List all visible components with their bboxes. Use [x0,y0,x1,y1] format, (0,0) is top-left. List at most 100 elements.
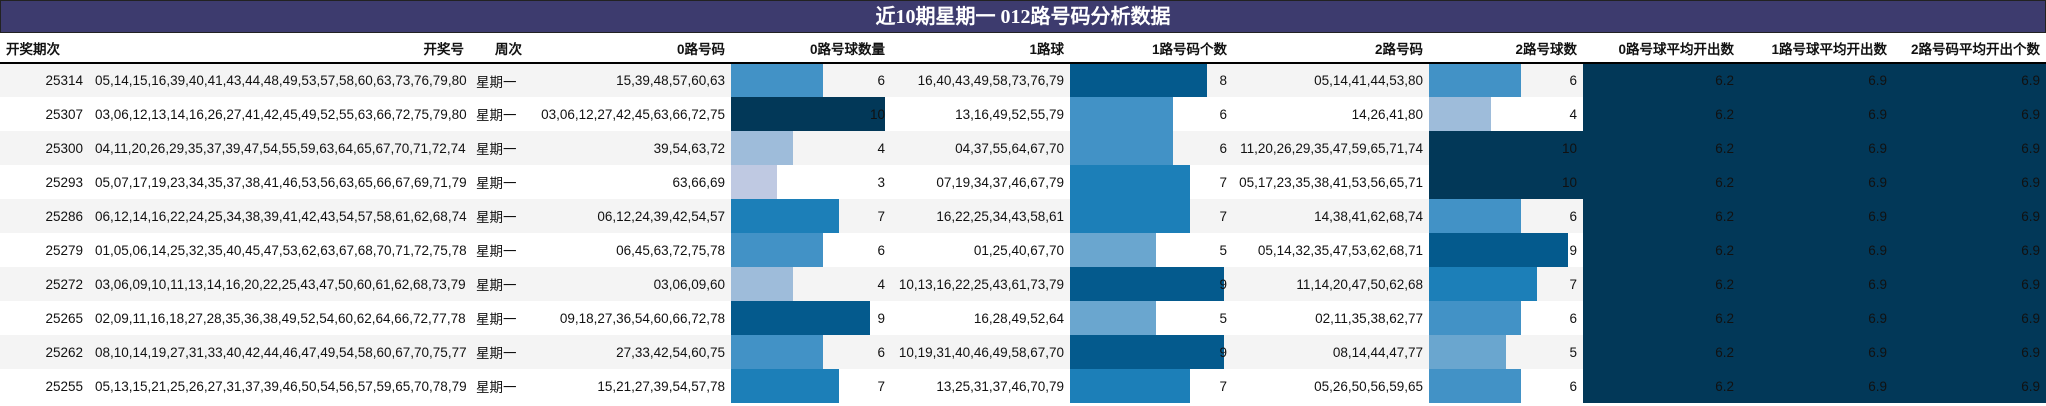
cell-route0: 03,06,12,27,42,45,63,66,72,75 [528,97,731,131]
table-row: 25265 02,09,11,16,18,27,28,35,36,38,49,52… [0,301,2046,335]
cell-numbers: 05,07,17,19,23,34,35,37,38,41,46,53,56,6… [89,165,470,199]
count-value: 6 [1219,106,1227,122]
cell-avg0: 6.2 [1583,131,1740,165]
cell-avg2: 6.9 [1893,233,2046,267]
count-value: 4 [1569,106,1577,122]
column-header-issue[interactable]: 开奖期次 [0,33,89,64]
count-value: 10 [1561,140,1577,156]
cell-avg2: 6.9 [1893,165,2046,199]
table-title: 近10期星期一 012路号码分析数据 [0,0,2046,33]
column-header-route0[interactable]: 0路号码 [528,33,731,64]
cell-route0-count: 4 [731,131,891,165]
cell-route1-count: 9 [1070,267,1233,301]
cell-weekday: 星期一 [470,63,528,97]
column-header-route2-count[interactable]: 2路号球数 [1429,33,1583,64]
count-bar [1429,165,1583,199]
count-bar [1070,64,1207,97]
cell-avg0: 6.2 [1583,165,1740,199]
cell-issue: 25262 [0,335,89,369]
cell-weekday: 星期一 [470,199,528,233]
cell-avg0: 6.2 [1583,267,1740,301]
cell-avg1: 6.9 [1740,335,1893,369]
cell-issue: 25272 [0,267,89,301]
column-header-numbers[interactable]: 开奖号 [89,33,470,64]
count-value: 3 [877,174,885,190]
cell-numbers: 03,06,12,13,14,16,26,27,41,42,45,49,52,5… [89,97,470,131]
cell-issue: 25279 [0,233,89,267]
cell-route0: 27,33,42,54,60,75 [528,335,731,369]
count-value: 6 [877,73,885,88]
cell-route1: 13,25,31,37,46,70,79 [891,369,1070,403]
cell-route0-count: 6 [731,335,891,369]
cell-route2: 05,26,50,56,59,65 [1233,369,1429,403]
count-bar [1429,97,1491,131]
cell-route2-count: 6 [1429,63,1583,97]
cell-route0-count: 7 [731,199,891,233]
count-bar [1070,233,1156,267]
count-bar [1070,335,1224,369]
cell-avg1: 6.9 [1740,301,1893,335]
count-bar [731,64,824,97]
cell-weekday: 星期一 [470,267,528,301]
count-value: 6 [1569,208,1577,224]
cell-weekday: 星期一 [470,97,528,131]
column-header-route1-count[interactable]: 1路号码个数 [1070,33,1233,64]
count-bar [731,301,870,335]
count-bar [731,369,839,403]
table-row: 25293 05,07,17,19,23,34,35,37,38,41,46,53… [0,165,2046,199]
cell-avg1: 6.9 [1740,199,1893,233]
table-row: 25314 05,14,15,16,39,40,41,43,44,48,49,53… [0,63,2046,97]
cell-route1-count: 9 [1070,335,1233,369]
cell-route0: 03,06,09,60 [528,267,731,301]
cell-route2-count: 4 [1429,97,1583,131]
table-row: 25286 06,12,14,16,22,24,25,34,38,39,41,42… [0,199,2046,233]
cell-route2-count: 10 [1429,131,1583,165]
cell-avg2: 6.9 [1893,301,2046,335]
count-bar [731,131,793,165]
column-header-route0-count[interactable]: 0路号球数量 [731,33,891,64]
column-header-avg2[interactable]: 2路号码平均开出个数 [1893,33,2046,64]
cell-route0-count: 4 [731,267,891,301]
cell-route0: 39,54,63,72 [528,131,731,165]
count-value: 4 [877,276,885,292]
cell-numbers: 08,10,14,19,27,31,33,40,42,44,46,47,49,5… [89,335,470,369]
column-header-route2[interactable]: 2路号码 [1233,33,1429,64]
cell-issue: 25265 [0,301,89,335]
cell-route1: 10,19,31,40,46,49,58,67,70 [891,335,1070,369]
count-bar [1070,267,1224,301]
count-bar [1070,97,1173,131]
column-header-weekday[interactable]: 周次 [470,33,528,64]
column-header-avg1[interactable]: 1路号球平均开出数 [1740,33,1893,64]
count-bar [1429,267,1537,301]
cell-weekday: 星期一 [470,335,528,369]
header-row: 开奖期次 开奖号 周次 0路号码 0路号球数量 1路球 1路号码个数 2路号码 2路号球数 0路号… [0,33,2046,64]
column-header-avg0[interactable]: 0路号球平均开出数 [1583,33,1740,64]
cell-route0-count: 3 [731,165,891,199]
cell-numbers: 05,14,15,16,39,40,41,43,44,48,49,53,57,5… [89,63,470,97]
table-row: 25262 08,10,14,19,27,31,33,40,42,44,46,47… [0,335,2046,369]
count-value: 7 [1569,276,1577,292]
count-bar [1429,131,1583,165]
cell-numbers: 03,06,09,10,11,13,14,16,20,22,25,43,47,5… [89,267,470,301]
cell-avg2: 6.9 [1893,335,2046,369]
column-header-route1[interactable]: 1路球 [891,33,1070,64]
cell-route1-count: 7 [1070,199,1233,233]
cell-route2-count: 6 [1429,199,1583,233]
cell-route2: 05,17,23,35,38,41,53,56,65,71 [1233,165,1429,199]
table-row: 25279 01,05,06,14,25,32,35,40,45,47,53,62… [0,233,2046,267]
cell-avg0: 6.2 [1583,335,1740,369]
cell-avg1: 6.9 [1740,165,1893,199]
count-bar [1429,335,1506,369]
cell-weekday: 星期一 [470,233,528,267]
count-value: 6 [877,242,885,258]
cell-route0-count: 10 [731,97,891,131]
cell-numbers: 06,12,14,16,22,24,25,34,38,39,41,42,43,5… [89,199,470,233]
cell-weekday: 星期一 [470,301,528,335]
count-value: 7 [1219,378,1227,394]
cell-avg0: 6.2 [1583,97,1740,131]
count-value: 10 [1561,174,1577,190]
cell-route1: 16,28,49,52,64 [891,301,1070,335]
cell-route2: 05,14,41,44,53,80 [1233,63,1429,97]
cell-numbers: 05,13,15,21,25,26,27,31,37,39,46,50,54,5… [89,369,470,403]
count-value: 6 [1569,73,1577,88]
